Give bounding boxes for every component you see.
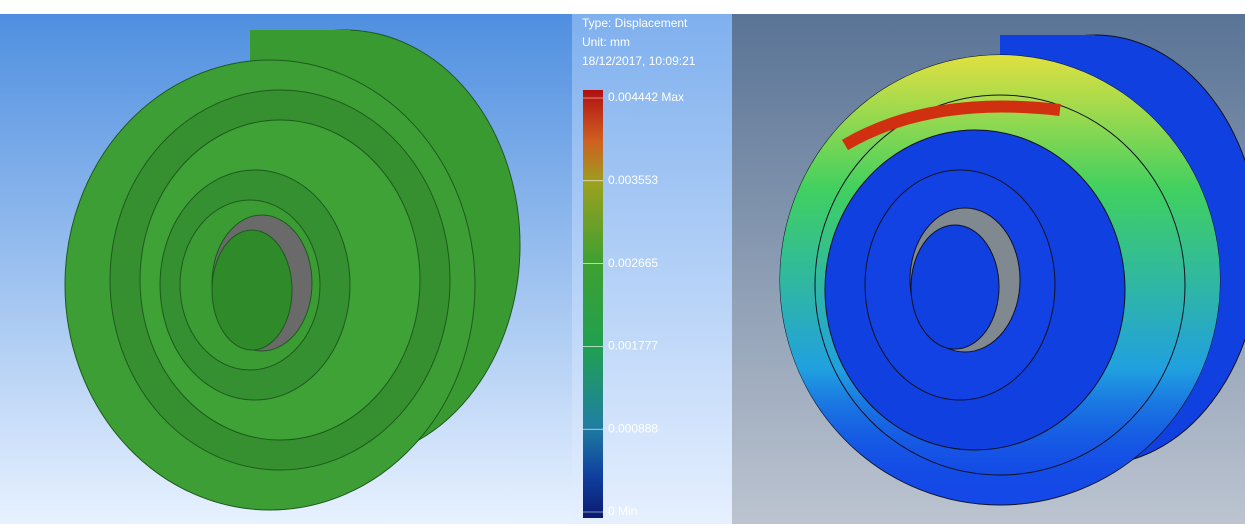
legend-label: 0.001777 <box>608 339 658 353</box>
blue-wheel <box>779 34 1245 506</box>
legend-unit: Unit: mm <box>582 35 630 49</box>
legend-timestamp: 18/12/2017, 10:09:21 <box>582 54 696 68</box>
color-bar <box>583 90 603 518</box>
legend-labels: 0.004442 Max 0.003553 0.002665 0.001777 0.00… <box>583 90 684 518</box>
green-wheel <box>64 29 521 511</box>
legend-label: 0 Min <box>608 504 637 518</box>
legend-label: 0.003553 <box>608 173 658 187</box>
legend-label: 0.004442 Max <box>608 90 684 104</box>
legend-type: Type: Displacement <box>582 16 688 30</box>
legend-label: 0.002665 <box>608 256 658 270</box>
legend-label: 0.000888 <box>608 421 658 435</box>
